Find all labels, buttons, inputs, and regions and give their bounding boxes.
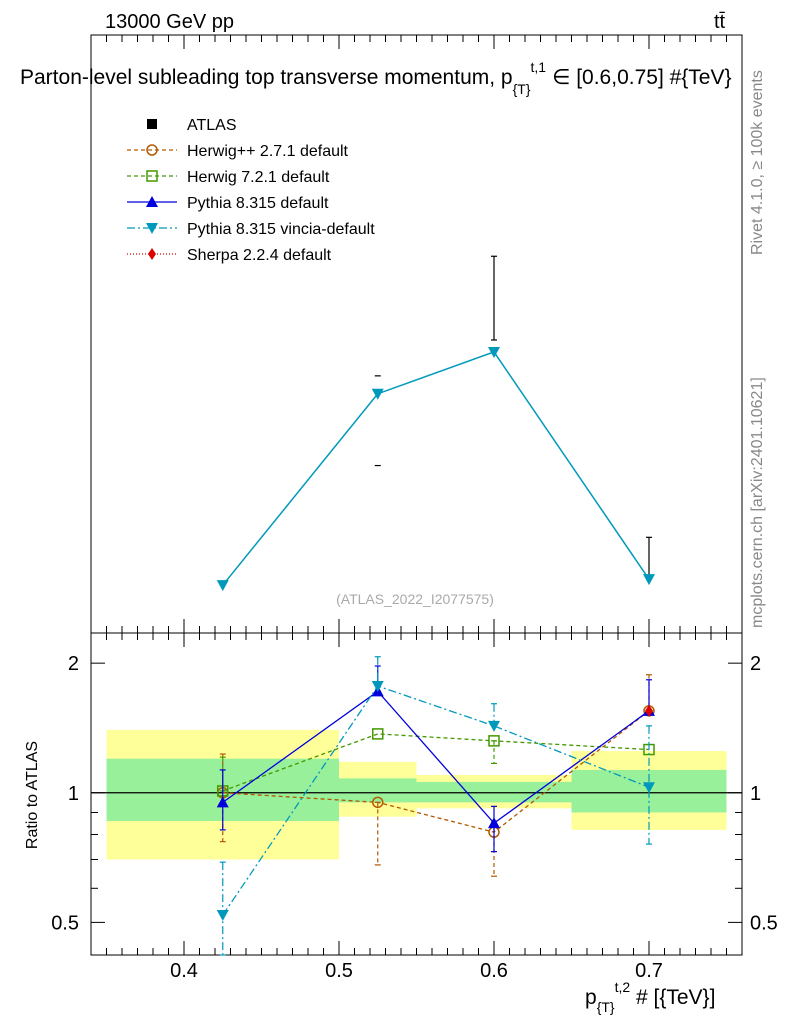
data-point (488, 346, 500, 358)
series-line (222, 685, 650, 916)
y-tick-label-right: 1 (750, 783, 761, 805)
legend-label: Herwig++ 2.7.1 default (187, 143, 349, 160)
main-series-atlas (374, 255, 652, 580)
analysis-watermark: (ATLAS_2022_I2077575) (336, 591, 494, 607)
data-point (216, 580, 229, 592)
legend-item: Pythia 8.315 vincia-default (127, 221, 375, 238)
xlabel-sub: {T} (597, 999, 615, 1015)
title-prefix: Parton-level subleading top transverse m… (20, 66, 513, 89)
legend-marker (147, 119, 157, 129)
series-line (222, 710, 650, 833)
legend-label: ATLAS (187, 117, 237, 134)
legend-marker (146, 170, 158, 182)
data-point (643, 782, 655, 794)
legend-item: Pythia 8.315 default (127, 195, 329, 212)
x-tick-label: 0.7 (635, 960, 663, 982)
data-point (488, 817, 500, 829)
data-point (372, 728, 384, 740)
data-point (216, 796, 229, 808)
legend-label: Herwig 7.2.1 default (187, 169, 330, 186)
title-suffix: ∈ [0.6,0.75] #{TeV} (552, 66, 731, 89)
data-point (371, 681, 384, 693)
series-line (222, 690, 650, 825)
mcplots-label: mcplots.cern.ch [arXiv:2401.10621] (749, 377, 766, 628)
x-tick-label: 0.6 (480, 960, 508, 982)
legend-item: Sherpa 2.2.4 default (127, 247, 332, 264)
xlabel-main: p (585, 986, 597, 1009)
data-point (372, 796, 384, 809)
ratio-series-pythia-8-315-vincia-default (216, 656, 655, 956)
data-point (643, 574, 655, 586)
plot-title: Parton-level subleading top transverse m… (20, 59, 732, 97)
energy-label: 13000 GeV pp (105, 11, 234, 33)
data-point (645, 704, 653, 717)
x-axis-label: p{T}t,2 # [{TeV}] (585, 979, 715, 1015)
rivet-label: Rivet 4.1.0, ≥ 100k events (749, 70, 766, 255)
legend: ATLAS Herwig++ 2.7.1 default Herwig 7.2.1 … (127, 117, 375, 264)
ratio-ylabel: Ratio to ATLAS (24, 741, 41, 849)
uncertainty-band-green (339, 778, 417, 803)
legend-item: Herwig 7.2.1 default (127, 169, 330, 186)
legend-item: ATLAS (147, 117, 237, 134)
data-point (216, 910, 229, 922)
title-sup: t,1 (531, 59, 547, 75)
legend-marker (146, 144, 158, 156)
y-tick-label-left: 1 (68, 783, 79, 805)
legend-marker (148, 248, 156, 260)
y-tick-label-left: 2 (68, 653, 79, 675)
data-point (488, 720, 500, 732)
xlabel-suffix: # [{TeV}] (630, 986, 715, 1009)
series-line (222, 733, 650, 792)
uncertainty-band-green (416, 781, 572, 803)
main-series-pythia-8-315-vincia-default (216, 346, 655, 592)
process-label: tt̄ (714, 11, 726, 33)
data-point (371, 388, 384, 400)
legend-item: Herwig++ 2.7.1 default (127, 143, 349, 160)
legend-label: Pythia 8.315 default (187, 195, 329, 212)
ratio-panel: 0.5 0.5 1 1 2 2 0.4 0.5 0.6 0.7 (51, 632, 778, 982)
title-sub: {T} (513, 81, 531, 97)
y-tick-label-right: 0.5 (750, 912, 778, 934)
legend-label: Pythia 8.315 vincia-default (187, 221, 375, 238)
y-tick-label-left: 0.5 (51, 912, 79, 934)
series-line (222, 351, 650, 586)
ratio-series-sherpa-2-2-4-default (645, 704, 653, 717)
xlabel-sup: t,2 (615, 979, 631, 995)
legend-marker (146, 223, 158, 234)
y-tick-label-right: 2 (750, 653, 761, 675)
legend-marker (146, 196, 158, 207)
x-tick-label: 0.4 (170, 960, 198, 982)
data-point (488, 735, 500, 747)
x-tick-label: 0.5 (325, 960, 353, 982)
legend-label: Sherpa 2.2.4 default (187, 247, 332, 264)
